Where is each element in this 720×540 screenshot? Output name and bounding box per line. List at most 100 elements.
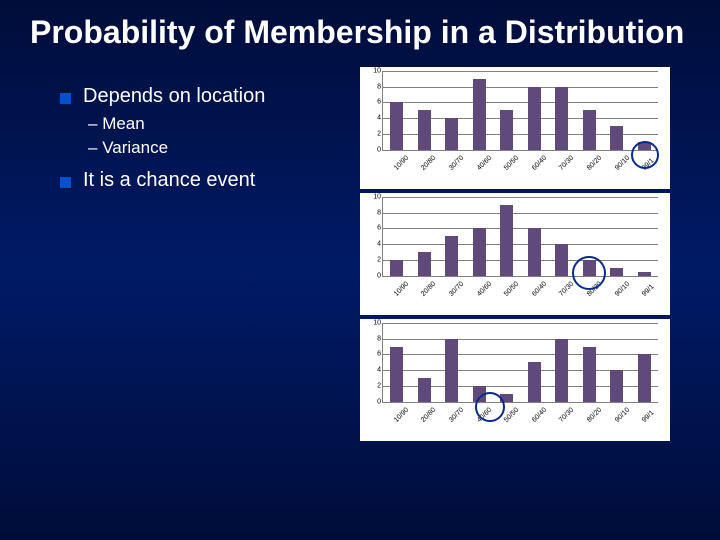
x-tick-label: 80/20 (586, 286, 598, 298)
chart-plot-area: 0246810 (382, 197, 658, 277)
x-tick-label: 10/90 (393, 286, 405, 298)
y-tick-label: 8 (369, 209, 383, 216)
y-tick-label: 8 (369, 83, 383, 90)
y-tick-label: 10 (369, 67, 383, 74)
y-tick-label: 2 (369, 256, 383, 263)
x-tick-label: 10/90 (393, 160, 405, 172)
bar (500, 110, 513, 150)
gridline (383, 402, 658, 403)
x-tick-label: 70/30 (558, 286, 570, 298)
bar (583, 110, 596, 150)
sub-item: – Variance (88, 136, 360, 160)
x-tick-label: 50/50 (503, 160, 515, 172)
y-tick-label: 6 (369, 99, 383, 106)
x-tick-label: 40/60 (476, 286, 488, 298)
x-labels: 10/9020/8030/7040/6050/5060/4070/3080/20… (382, 405, 658, 412)
x-tick-label: 70/30 (558, 160, 570, 172)
bar (610, 370, 623, 402)
bar (445, 339, 458, 402)
bar (528, 87, 541, 150)
slide-title: Probability of Membership in a Distribut… (0, 0, 720, 59)
x-tick-label: 60/40 (531, 286, 543, 298)
x-tick-label: 70/30 (558, 412, 570, 424)
y-tick-label: 0 (369, 398, 383, 405)
bar (390, 102, 403, 149)
bar (610, 126, 623, 150)
bar (583, 260, 596, 276)
bar (418, 252, 431, 276)
chart-plot-area: 0246810 (382, 323, 658, 403)
x-tick-label: 99/1 (641, 286, 653, 298)
y-tick-label: 10 (369, 319, 383, 326)
y-tick-label: 0 (369, 272, 383, 279)
bar (418, 110, 431, 150)
x-tick-label: 80/20 (586, 160, 598, 172)
x-labels: 10/9020/8030/7040/6050/5060/4070/3080/20… (382, 153, 658, 160)
y-tick-label: 2 (369, 130, 383, 137)
x-tick-label: 50/50 (503, 412, 515, 424)
sub-item-label: Mean (102, 114, 145, 133)
y-tick-label: 8 (369, 335, 383, 342)
chart-2: 024681010/9020/8030/7040/6050/5060/4070/… (360, 193, 670, 315)
gridline (383, 276, 658, 277)
bullet-text: Depends on location (83, 85, 265, 108)
bar (528, 362, 541, 402)
content-row: Depends on location – Mean – Variance It… (0, 59, 720, 441)
square-bullet-icon (60, 93, 71, 104)
bullet-text: It is a chance event (83, 169, 255, 192)
bullet-item: It is a chance event (60, 169, 360, 192)
y-tick-label: 6 (369, 225, 383, 232)
x-tick-label: 40/60 (476, 412, 488, 424)
bar (583, 347, 596, 402)
bar (500, 394, 513, 402)
chart-plot-area: 0246810 (382, 71, 658, 151)
sub-item-label: Variance (102, 138, 168, 157)
x-tick-label: 20/80 (420, 160, 432, 172)
y-tick-label: 0 (369, 146, 383, 153)
text-column: Depends on location – Mean – Variance It… (20, 67, 360, 441)
x-tick-label: 80/20 (586, 412, 598, 424)
x-tick-label: 90/10 (614, 286, 626, 298)
charts-column: 024681010/9020/8030/7040/6050/5060/4070/… (360, 67, 700, 441)
x-tick-label: 60/40 (531, 412, 543, 424)
bar (638, 142, 651, 150)
x-tick-label: 90/10 (614, 412, 626, 424)
chart-1: 024681010/9020/8030/7040/6050/5060/4070/… (360, 67, 670, 189)
bars-container (383, 197, 658, 276)
bar (418, 378, 431, 402)
bar (445, 118, 458, 150)
x-tick-label: 30/70 (448, 160, 460, 172)
bar (473, 228, 486, 275)
sub-list: – Mean – Variance (88, 112, 360, 160)
sub-item: – Mean (88, 112, 360, 136)
y-tick-label: 4 (369, 115, 383, 122)
gridline (383, 150, 658, 151)
y-tick-label: 4 (369, 367, 383, 374)
bar (500, 205, 513, 276)
bar (528, 228, 541, 275)
bar (473, 386, 486, 402)
bar (638, 354, 651, 401)
bar (445, 236, 458, 276)
bar (390, 260, 403, 276)
bar (555, 244, 568, 276)
bar (390, 347, 403, 402)
x-tick-label: 99/1 (641, 412, 653, 424)
bar (638, 272, 651, 276)
bar (473, 79, 486, 150)
x-tick-label: 20/80 (420, 286, 432, 298)
y-tick-label: 6 (369, 351, 383, 358)
chart-3: 0246810 10/9020/8030/7040/6050/5060/4070/… (360, 319, 670, 441)
bars-container (383, 323, 658, 402)
bar (610, 268, 623, 276)
bullet-item: Depends on location (60, 85, 360, 108)
x-tick-label: 20/80 (420, 412, 432, 424)
x-tick-label: 30/70 (448, 286, 460, 298)
x-tick-label: 60/40 (531, 160, 543, 172)
bars-container (383, 71, 658, 150)
x-tick-label: 40/60 (476, 160, 488, 172)
y-tick-label: 4 (369, 241, 383, 248)
x-tick-label: 30/70 (448, 412, 460, 424)
bar (555, 339, 568, 402)
x-tick-label: 90/10 (614, 160, 626, 172)
